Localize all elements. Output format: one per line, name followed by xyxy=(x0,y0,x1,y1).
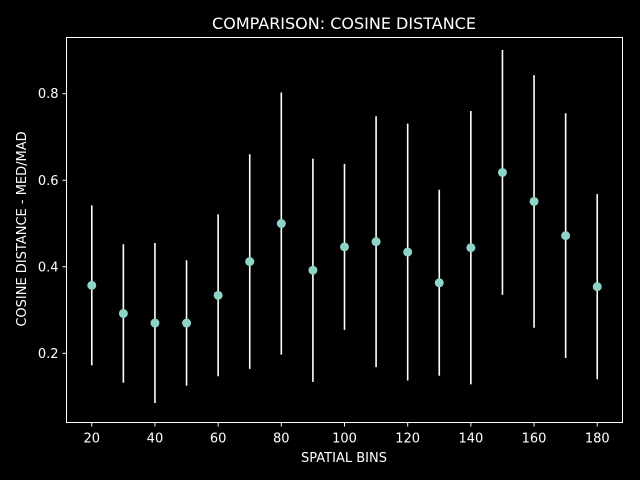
x-tick-label: 20 xyxy=(83,432,100,447)
x-tick-label: 40 xyxy=(147,432,164,447)
data-point xyxy=(561,231,571,241)
data-point xyxy=(592,282,602,292)
data-point xyxy=(150,318,160,328)
x-tick-label: 100 xyxy=(332,432,357,447)
data-point xyxy=(213,290,223,300)
data-point xyxy=(87,280,97,290)
chart-title: COMPARISON: COSINE DISTANCE xyxy=(212,14,476,33)
data-point xyxy=(276,219,286,229)
y-axis-label: COSINE DISTANCE - MED/MAD xyxy=(15,131,30,326)
data-point xyxy=(497,167,507,177)
y-tick-label: 0.4 xyxy=(38,260,59,275)
x-tick-label: 160 xyxy=(522,432,547,447)
x-tick-label: 80 xyxy=(273,432,290,447)
data-point xyxy=(371,237,381,247)
plot-area xyxy=(87,50,602,404)
x-tick-label: 60 xyxy=(210,432,227,447)
data-point xyxy=(182,318,192,328)
data-point xyxy=(466,243,476,253)
x-tick-label: 120 xyxy=(395,432,420,447)
y-tick-label: 0.2 xyxy=(38,347,59,362)
x-tick-label: 140 xyxy=(458,432,483,447)
data-point xyxy=(245,257,255,267)
data-point xyxy=(340,242,349,252)
x-axis-label: SPATIAL BINS xyxy=(301,451,387,466)
y-tick-label: 0.6 xyxy=(38,174,59,189)
ticks: 20 40 60 80 100 120 140 160 180 0.2 0.4 0.6 0.8 xyxy=(38,87,610,446)
x-tick-label: 180 xyxy=(585,432,610,447)
data-point xyxy=(308,265,318,275)
data-point xyxy=(529,196,539,206)
data-point xyxy=(434,278,444,288)
y-tick-label: 0.8 xyxy=(38,87,59,102)
data-point xyxy=(118,308,128,318)
data-point xyxy=(403,247,413,257)
